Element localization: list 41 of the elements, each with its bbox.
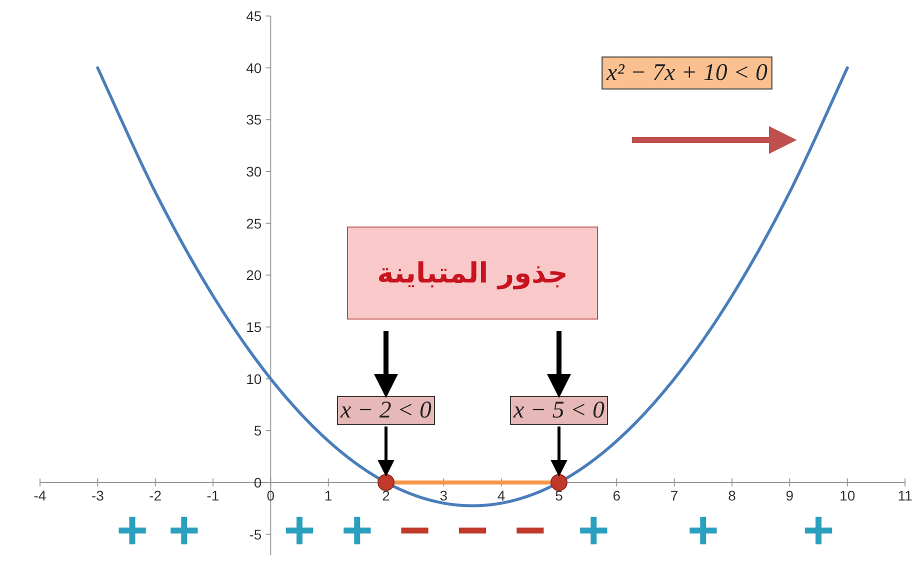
y-tick-label: 25	[246, 215, 262, 232]
annotation: +	[687, 500, 719, 560]
annotation: −	[514, 500, 546, 560]
y-tick-label: 35	[246, 112, 262, 128]
annotation: x − 5 < 0	[512, 397, 605, 424]
annotation: +	[802, 500, 834, 560]
annotation: x² − 7x + 10 < 0	[605, 60, 768, 86]
y-tick-label: 30	[246, 163, 262, 180]
y-tick-label: 0	[254, 474, 262, 490]
x-tick-label: 8	[728, 487, 736, 504]
y-tick-label: 10	[246, 370, 262, 387]
annotation: جذور المتباينة	[377, 256, 568, 290]
x-tick-label: -4	[34, 487, 46, 504]
y-tick-label: 5	[254, 422, 262, 439]
x-tick-label: 3	[440, 487, 448, 504]
x-tick-label: 9	[786, 487, 794, 504]
y-tick-label: -5	[249, 526, 262, 542]
annotation: +	[116, 500, 148, 560]
y-tick-label: 40	[246, 60, 262, 76]
annotation: +	[168, 500, 200, 560]
x-tick-label: 4	[497, 487, 506, 504]
annotation: −	[399, 500, 431, 560]
x-tick-label: 0	[266, 487, 275, 504]
annotation: +	[578, 500, 610, 560]
x-tick-label: 2	[382, 487, 390, 504]
annotation: +	[284, 500, 316, 560]
x-tick-label: -3	[91, 487, 104, 504]
y-tick-label: 20	[246, 267, 262, 284]
x-tick-label: -2	[149, 487, 162, 504]
x-tick-label: 6	[612, 487, 621, 504]
y-tick-label: 45	[246, 8, 262, 24]
y-tick-label: 15	[246, 318, 262, 335]
x-tick-label: 5	[555, 487, 564, 504]
x-tick-label: 10	[840, 487, 856, 504]
x-tick-label: 7	[670, 487, 678, 504]
x-tick-label: 1	[324, 487, 332, 504]
x-tick-label: -1	[206, 487, 220, 504]
annotation: +	[341, 500, 373, 560]
annotation: x − 2 < 0	[339, 397, 432, 424]
annotation: −	[456, 500, 488, 560]
x-tick-label: 11	[898, 487, 912, 504]
